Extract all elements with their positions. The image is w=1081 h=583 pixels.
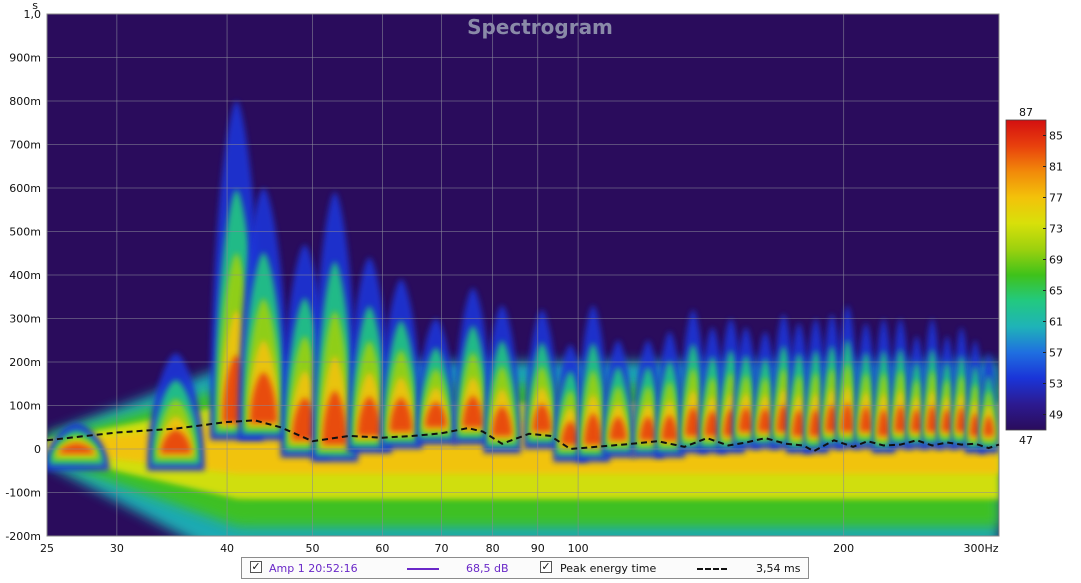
spectrogram-ridge: [911, 409, 923, 432]
y-tick-label: 900m: [9, 52, 41, 65]
x-tick-label: 70: [434, 542, 448, 555]
y-axis-unit: s: [32, 0, 38, 12]
spectrogram-ridge: [809, 409, 823, 436]
peak-energy-label: Peak energy time: [560, 562, 657, 575]
spectrogram-ridge: [661, 415, 678, 441]
x-tick-label: 40: [220, 542, 234, 555]
spectrogram-ridge: [609, 416, 627, 441]
y-tick-label: 1,0: [24, 8, 42, 21]
y-tick-label: -100m: [5, 487, 41, 500]
y-tick-label: 400m: [9, 269, 41, 282]
spectrogram-ridge: [859, 406, 873, 432]
x-tick-label: 100: [568, 542, 589, 555]
spectrogram-ridge: [492, 406, 512, 436]
colorbar-min-label: 47: [1019, 434, 1033, 447]
spectrogram-ridge: [825, 404, 839, 432]
spectrogram-ridge: [983, 415, 994, 436]
peak-energy-time-series: [46, 419, 1000, 453]
spectrogram-ridge: [462, 395, 484, 428]
spectrogram-ridge: [584, 413, 602, 445]
colorbar: [1005, 119, 1047, 431]
colorbar-max-label: 87: [1019, 106, 1033, 119]
spectrogram-ridge: [250, 372, 277, 423]
colorbar-ticks: 85 81 77 73 69 65 61 57 53 49: [1043, 130, 1063, 422]
spectrogram-ridge: [894, 405, 907, 432]
legend-bar: ✓ Amp 1 20:52:16 68,5 dB ✓ Peak energy t…: [241, 557, 809, 579]
colorbar-tick-label: 77: [1049, 192, 1063, 205]
colorbar-tick-label: 53: [1049, 378, 1063, 391]
y-axis-ticks: 1,0 900m 800m 700m 600m 500m 400m 300m 200m 100m 0…: [5, 8, 41, 543]
x-tick-label: 30: [110, 542, 124, 555]
spectrogram-ridge: [841, 402, 854, 432]
y-tick-label: 800m: [9, 95, 41, 108]
y-tick-label: 600m: [9, 182, 41, 195]
y-tick-label: 0: [34, 443, 41, 456]
spectrogram-ridge: [705, 410, 720, 436]
peak-energy-value: 3,54 ms: [756, 562, 801, 575]
spectrogram-ridge: [389, 397, 413, 432]
spectrogram-ridge: [758, 408, 773, 432]
colorbar-tick-label: 69: [1049, 254, 1063, 267]
colorbar-tick-label: 85: [1049, 130, 1063, 143]
spectrogram-ridge: [970, 413, 981, 436]
colorbar-tick-label: 81: [1049, 161, 1063, 174]
colorbar-tick-label: 65: [1049, 285, 1063, 298]
spectrogram-ridge: [956, 407, 967, 432]
spectrogram-ridge: [561, 421, 580, 445]
y-tick-label: 300m: [9, 313, 41, 326]
measurement-name: Amp 1 20:52:16: [269, 562, 358, 575]
peak-energy-checkbox[interactable]: ✓: [540, 560, 552, 573]
spectrogram-ridge: [941, 409, 953, 432]
measurement-checkbox[interactable]: ✓: [250, 560, 262, 573]
peak-energy-line-swatch: [697, 568, 727, 570]
colorbar-tick-label: 61: [1049, 316, 1063, 329]
colorbar-tick-label: 73: [1049, 223, 1063, 236]
spectrogram-ridge: [792, 409, 806, 436]
x-tick-label: 300Hz: [963, 542, 998, 555]
measurement-value: 68,5 dB: [466, 562, 509, 575]
y-tick-label: 700m: [9, 139, 41, 152]
spectrogram-ridge: [357, 396, 382, 436]
y-tick-label: 500m: [9, 226, 41, 239]
spectrogram-ridge: [322, 390, 347, 445]
spectrogram-ridge: [738, 407, 754, 432]
colorbar-tick-label: 49: [1049, 409, 1063, 422]
y-tick-label: -200m: [5, 530, 41, 543]
x-tick-label: 200: [833, 542, 854, 555]
spectrogram-ridge: [292, 397, 318, 441]
spectrogram-chart: Spectrogram 1,0 900m 800m 700m 600m 500m 400m 3…: [5, 0, 1063, 555]
colorbar-tick-label: 57: [1049, 347, 1063, 360]
x-tick-label: 50: [306, 542, 320, 555]
measurement-line-swatch: [407, 568, 439, 570]
x-tick-label: 25: [40, 542, 54, 555]
x-tick-label: 80: [486, 542, 500, 555]
spectrogram-ridge: [160, 429, 191, 454]
spectrogram-ridge: [685, 407, 701, 436]
y-tick-label: 100m: [9, 400, 41, 413]
chart-title: Spectrogram: [467, 15, 613, 39]
spectrogram-ridge: [59, 443, 94, 454]
spectrogram-ridge: [877, 409, 890, 436]
y-tick-label: 200m: [9, 356, 41, 369]
x-tick-label: 60: [375, 542, 389, 555]
x-tick-label: 90: [531, 542, 545, 555]
x-axis-ticks: 25 30 40 50 60 70 80 90 100 200 300Hz: [40, 542, 999, 555]
plot-border: [46, 13, 1000, 537]
spectrogram-ridge: [639, 416, 656, 441]
spectrogram-ridge: [926, 405, 938, 432]
